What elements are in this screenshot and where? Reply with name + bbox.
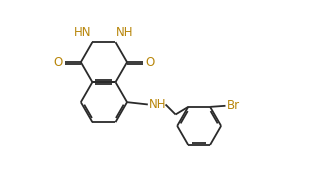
Text: NH: NH	[116, 26, 134, 39]
Text: NH: NH	[148, 98, 166, 111]
Text: O: O	[145, 56, 154, 69]
Text: O: O	[53, 56, 63, 69]
Text: HN: HN	[74, 26, 92, 39]
Text: Br: Br	[227, 98, 240, 112]
